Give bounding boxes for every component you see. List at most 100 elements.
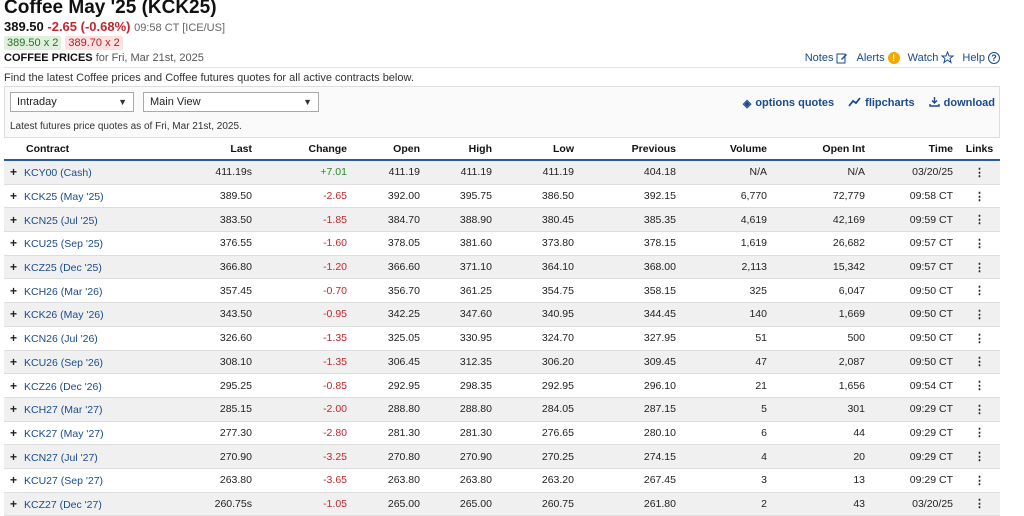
expand-icon[interactable]: + bbox=[10, 189, 18, 204]
more-options-icon[interactable]: ⋮ bbox=[974, 498, 985, 511]
more-options-icon[interactable]: ⋮ bbox=[974, 356, 985, 369]
contract-link[interactable]: KCU27 (Sep '27) bbox=[24, 475, 104, 488]
low-cell: 411.19 bbox=[498, 160, 580, 185]
high-cell: 381.60 bbox=[426, 231, 498, 256]
col-contract[interactable]: Contract bbox=[4, 139, 166, 161]
last-cell: 343.50 bbox=[166, 302, 258, 327]
more-options-icon[interactable]: ⋮ bbox=[974, 190, 985, 203]
high-cell: 281.30 bbox=[426, 421, 498, 446]
previous-cell: 404.18 bbox=[580, 160, 682, 185]
time-cell: 09:50 CT bbox=[871, 326, 959, 351]
more-options-icon[interactable]: ⋮ bbox=[974, 427, 985, 440]
contract-link[interactable]: KCN25 (Jul '25) bbox=[24, 214, 98, 227]
col-high[interactable]: High bbox=[426, 139, 498, 161]
more-options-icon[interactable]: ⋮ bbox=[974, 308, 985, 321]
more-options-icon[interactable]: ⋮ bbox=[974, 214, 985, 227]
contract-link[interactable]: KCK26 (May '26) bbox=[24, 309, 104, 322]
col-low[interactable]: Low bbox=[498, 139, 580, 161]
high-cell: 265.00 bbox=[426, 492, 498, 516]
chart-icon bbox=[848, 96, 861, 110]
expand-icon[interactable]: + bbox=[10, 236, 18, 251]
expand-icon[interactable]: + bbox=[10, 331, 18, 346]
table-row: + KCN25 (Jul '25) 383.50 -1.85 384.70 388.90 3… bbox=[4, 207, 1000, 233]
more-options-icon[interactable]: ⋮ bbox=[974, 261, 985, 274]
last-cell: 285.15 bbox=[166, 397, 258, 422]
expand-icon[interactable]: + bbox=[10, 307, 18, 322]
more-options-icon[interactable]: ⋮ bbox=[974, 285, 985, 298]
more-options-icon[interactable]: ⋮ bbox=[974, 474, 985, 487]
high-cell: 388.90 bbox=[426, 207, 498, 233]
volume-cell: 51 bbox=[682, 326, 773, 351]
change-cell: -1.35 bbox=[258, 326, 353, 351]
previous-cell: 344.45 bbox=[580, 302, 682, 327]
col-change[interactable]: Change bbox=[258, 139, 353, 161]
contract-link[interactable]: KCK27 (May '27) bbox=[24, 427, 104, 440]
col-time[interactable]: Time bbox=[871, 139, 959, 161]
contract-link[interactable]: KCZ26 (Dec '26) bbox=[24, 380, 102, 393]
col-last[interactable]: Last bbox=[166, 139, 258, 161]
previous-cell: 392.15 bbox=[580, 184, 682, 209]
notes-link[interactable]: Notes bbox=[805, 51, 849, 64]
more-options-icon[interactable]: ⋮ bbox=[974, 332, 985, 345]
expand-icon[interactable]: + bbox=[10, 260, 18, 275]
contract-link[interactable]: KCU26 (Sep '26) bbox=[24, 356, 104, 369]
contract-cell: + KCZ26 (Dec '26) bbox=[4, 373, 166, 398]
table-row: + KCU25 (Sep '25) 376.55 -1.60 378.05 381.60 3… bbox=[4, 231, 1000, 256]
expand-icon[interactable]: + bbox=[10, 425, 18, 440]
contract-link[interactable]: KCU25 (Sep '25) bbox=[24, 238, 104, 251]
open-int-cell: 2,087 bbox=[773, 350, 871, 375]
period-select[interactable]: Intraday ▼ bbox=[10, 92, 134, 112]
expand-icon[interactable]: + bbox=[10, 496, 18, 511]
open-int-cell: 500 bbox=[773, 326, 871, 351]
more-options-icon[interactable]: ⋮ bbox=[974, 380, 985, 393]
col-open-int[interactable]: Open Int bbox=[773, 139, 871, 161]
contract-link[interactable]: KCH27 (Mar '27) bbox=[24, 404, 103, 417]
col-open[interactable]: Open bbox=[353, 139, 426, 161]
previous-cell: 261.80 bbox=[580, 492, 682, 516]
contract-link[interactable]: KCZ25 (Dec '25) bbox=[24, 262, 102, 275]
previous-cell: 296.10 bbox=[580, 373, 682, 398]
contract-cell: + KCK25 (May '25) bbox=[4, 184, 166, 209]
chevron-down-icon: ▼ bbox=[303, 97, 312, 107]
watch-link[interactable]: Watch bbox=[908, 51, 955, 64]
expand-icon[interactable]: + bbox=[10, 449, 18, 464]
view-select[interactable]: Main View ▼ bbox=[143, 92, 319, 112]
time-cell: 09:29 CT bbox=[871, 444, 959, 469]
col-previous[interactable]: Previous bbox=[580, 139, 682, 161]
top-links: Notes Alerts ! Watch Help ? bbox=[805, 51, 1000, 64]
expand-icon[interactable]: + bbox=[10, 402, 18, 417]
expand-icon[interactable]: + bbox=[10, 212, 18, 227]
open-int-cell: 1,656 bbox=[773, 373, 871, 398]
expand-icon[interactable]: + bbox=[10, 283, 18, 298]
quotes-table: Contract Last Change Open High Low Previ… bbox=[4, 139, 1000, 516]
last-cell: 263.80 bbox=[166, 468, 258, 493]
col-volume[interactable]: Volume bbox=[682, 139, 773, 161]
options-quotes-link[interactable]: ◈ options quotes bbox=[743, 96, 834, 110]
change-cell: +7.01 bbox=[258, 160, 353, 185]
help-link[interactable]: Help ? bbox=[962, 51, 1000, 64]
alerts-link[interactable]: Alerts ! bbox=[856, 51, 900, 64]
contract-cell: + KCY00 (Cash) bbox=[4, 160, 166, 185]
contract-link[interactable]: KCY00 (Cash) bbox=[24, 167, 92, 180]
more-options-icon[interactable]: ⋮ bbox=[974, 166, 985, 179]
flipcharts-link[interactable]: flipcharts bbox=[848, 96, 915, 110]
links-cell: ⋮ bbox=[959, 397, 1000, 422]
previous-cell: 385.35 bbox=[580, 207, 682, 233]
contract-link[interactable]: KCN26 (Jul '26) bbox=[24, 333, 98, 346]
more-options-icon[interactable]: ⋮ bbox=[974, 451, 985, 464]
contract-link[interactable]: KCK25 (May '25) bbox=[24, 191, 104, 204]
high-cell: 270.90 bbox=[426, 444, 498, 469]
expand-icon[interactable]: + bbox=[10, 354, 18, 369]
download-link[interactable]: download bbox=[928, 96, 995, 110]
previous-cell: 287.15 bbox=[580, 397, 682, 422]
more-options-icon[interactable]: ⋮ bbox=[974, 237, 985, 250]
contract-link[interactable]: KCN27 (Jul '27) bbox=[24, 451, 98, 464]
more-options-icon[interactable]: ⋮ bbox=[974, 403, 985, 416]
contract-cell: + KCH26 (Mar '26) bbox=[4, 278, 166, 304]
volume-cell: 3 bbox=[682, 468, 773, 493]
expand-icon[interactable]: + bbox=[10, 473, 18, 488]
expand-icon[interactable]: + bbox=[10, 378, 18, 393]
contract-link[interactable]: KCZ27 (Dec '27) bbox=[24, 498, 102, 511]
contract-link[interactable]: KCH26 (Mar '26) bbox=[24, 285, 103, 298]
expand-icon[interactable]: + bbox=[10, 165, 18, 180]
